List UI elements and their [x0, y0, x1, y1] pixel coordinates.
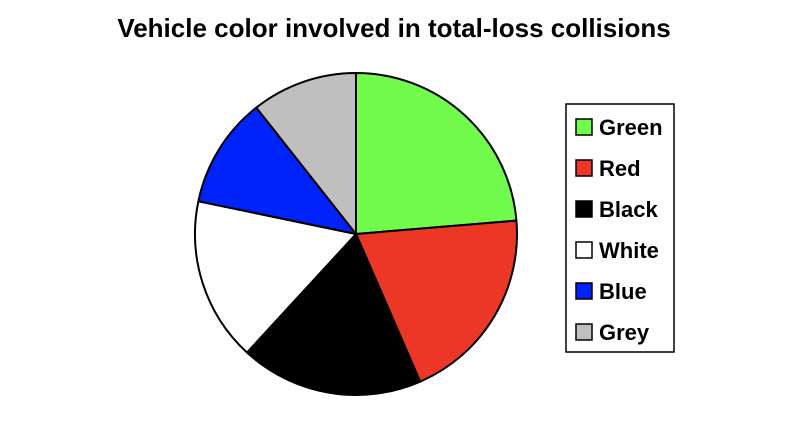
- legend-label-blue: Blue: [599, 279, 647, 304]
- pie-slice-black: [246, 233, 422, 396]
- legend-label-green: Green: [599, 115, 663, 140]
- legend-label-red: Red: [599, 156, 641, 181]
- legend-items: Green Red Black White Blue Grey: [575, 115, 663, 345]
- legend-label-white: White: [599, 238, 659, 263]
- legend-swatch-blue: [575, 282, 593, 300]
- legend-label-grey: Grey: [599, 320, 650, 345]
- pie-slice-red: [355, 219, 518, 383]
- legend-swatch-red: [575, 159, 593, 177]
- pie-slice-blue: [197, 106, 357, 235]
- pie-slice-white: [194, 200, 357, 354]
- legend-swatch-black: [575, 200, 593, 218]
- pie-slice-grey: [255, 72, 357, 235]
- legend-swatch-grey: [575, 323, 593, 341]
- legend-swatch-green: [575, 118, 593, 136]
- legend-label-black: Black: [599, 197, 658, 222]
- legend-box: [565, 103, 675, 353]
- chart-title: Vehicle color involved in total-loss col…: [117, 13, 670, 43]
- pie-slices: [194, 72, 518, 396]
- legend-swatch-white: [575, 241, 593, 259]
- legend: Green Red Black White Blue Grey: [565, 103, 675, 353]
- pie-slice-green: [355, 72, 518, 235]
